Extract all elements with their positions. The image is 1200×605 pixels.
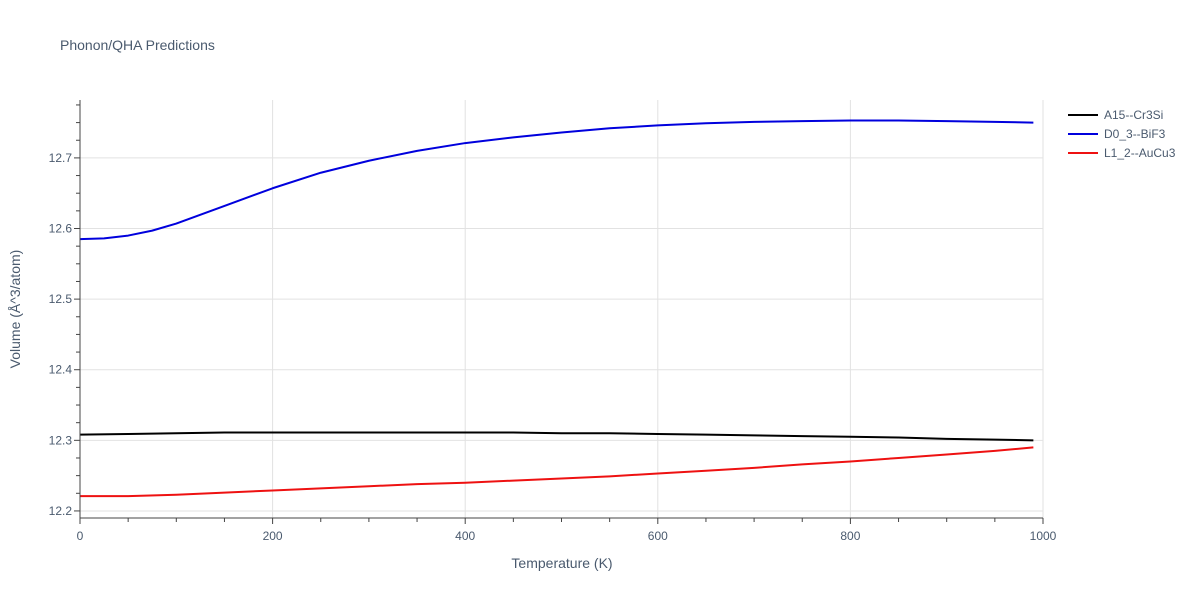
legend-item[interactable]: D0_3--BiF3 — [1068, 127, 1166, 141]
chart-title: Phonon/QHA Predictions — [60, 37, 215, 53]
axes: 0 200 400 600 800 1000 12.2 12.3 12.4 12.5 12.6 12.… — [49, 100, 1057, 543]
x-tick-label: 800 — [840, 529, 860, 543]
series-line-D0_3--BiF3 — [79, 119, 1034, 241]
grid-lines — [80, 100, 1044, 518]
y-tick-label: 12.3 — [49, 433, 73, 447]
x-axis-title: Temperature (K) — [511, 555, 612, 571]
x-tick-label: 600 — [648, 529, 668, 543]
series-line-L1_2--AuCu3 — [80, 446, 1034, 498]
series-line-A15--Cr3Si — [79, 431, 1034, 442]
x-tick-label: 200 — [263, 529, 283, 543]
y-axis-title: Volume (Å^3/atom) — [7, 250, 23, 369]
legend-label: L1_2--AuCu3 — [1104, 146, 1176, 160]
y-tick-label: 12.6 — [49, 222, 73, 236]
x-tick-label: 400 — [455, 529, 475, 543]
legend[interactable]: A15--Cr3Si D0_3--BiF3 L1_2--AuCu3 — [1068, 108, 1176, 160]
y-tick-label: 12.4 — [49, 363, 73, 377]
x-tick-label: 1000 — [1030, 529, 1057, 543]
legend-item[interactable]: L1_2--AuCu3 — [1068, 146, 1176, 160]
legend-label: A15--Cr3Si — [1104, 108, 1163, 122]
y-tick-label: 12.5 — [49, 292, 73, 306]
y-tick-label: 12.7 — [49, 151, 73, 165]
legend-item[interactable]: A15--Cr3Si — [1068, 108, 1163, 122]
legend-label: D0_3--BiF3 — [1104, 127, 1166, 141]
y-tick-label: 12.2 — [49, 504, 73, 518]
plot-series — [79, 119, 1034, 498]
x-tick-label: 0 — [77, 529, 84, 543]
